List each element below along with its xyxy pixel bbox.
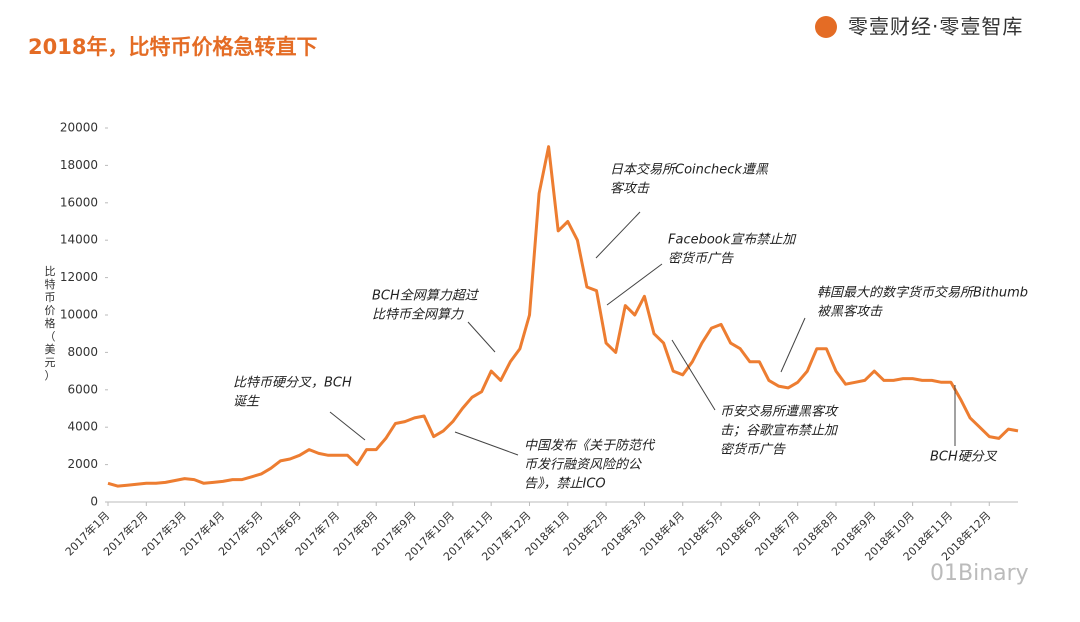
annotation-leader xyxy=(780,317,806,373)
y-tick-label: 2000 xyxy=(67,457,98,471)
annotation: 客攻击 xyxy=(610,181,650,197)
title: 2018年，比特币价格急转直下 xyxy=(28,35,317,59)
annotation: 告》，禁止ICO xyxy=(524,477,606,492)
y-tick-label: 8000 xyxy=(67,345,98,359)
logo xyxy=(815,16,837,38)
y-axis-label: 币 xyxy=(45,291,56,304)
y-axis-label: 元 xyxy=(45,356,56,369)
annotation: BCH硬分叉 xyxy=(930,450,998,465)
y-axis-label: 价 xyxy=(45,304,56,317)
annotation: 击；谷歌宣布禁止加 xyxy=(720,424,839,439)
price-line xyxy=(107,145,1019,488)
annotation: 诞生 xyxy=(233,395,260,410)
annotation: 币发行融资风险的公 xyxy=(524,457,642,473)
y-axis-label: 格 xyxy=(45,316,56,330)
watermark: 01Binary xyxy=(930,561,1029,586)
y-tick-label: 0 xyxy=(90,495,98,509)
y-tick-label: 16000 xyxy=(60,195,98,209)
y-tick-label: 20000 xyxy=(60,121,98,135)
annotation: 韩国最大的数字货币交易所Bithumb xyxy=(817,285,1028,301)
y-axis-label: 特 xyxy=(45,277,56,291)
annotation: 比特币硬分叉，BCH xyxy=(233,376,352,391)
y-tick-label: 12000 xyxy=(60,270,98,284)
annotation-leader xyxy=(606,263,663,306)
y-axis-label: ） xyxy=(45,369,56,382)
annotation-leader xyxy=(329,411,366,441)
annotation: 比特币全网算力 xyxy=(372,307,464,323)
annotation: 中国发布《关于防范代 xyxy=(524,439,656,454)
y-axis-label: （ xyxy=(45,330,56,343)
annotation: 被黑客攻击 xyxy=(817,304,883,320)
annotation-leader xyxy=(454,431,519,456)
annotation-leader xyxy=(467,321,496,353)
brand: 零壹财经·零壹智库 xyxy=(848,15,1023,39)
y-tick-label: 6000 xyxy=(67,382,98,396)
y-tick-label: 4000 xyxy=(67,420,98,434)
annotation-leader xyxy=(671,339,716,411)
annotation: Facebook宣布禁止加 xyxy=(668,233,797,248)
y-axis-label: 美 xyxy=(45,343,56,356)
annotation: 密货币广告 xyxy=(720,442,786,458)
y-tick-label: 10000 xyxy=(60,308,98,322)
y-tick-label: 14000 xyxy=(60,233,98,247)
annotation: BCH全网算力超过 xyxy=(372,288,480,304)
y-axis-label: 比 xyxy=(45,265,56,278)
annotation: 密货币广告 xyxy=(668,251,734,267)
y-tick-label: 18000 xyxy=(60,158,98,172)
annotation: 日本交易所Coincheck遭黑 xyxy=(610,162,769,178)
annotation-leader xyxy=(595,211,641,259)
annotation: 币安交易所遭黑客攻 xyxy=(720,404,839,420)
